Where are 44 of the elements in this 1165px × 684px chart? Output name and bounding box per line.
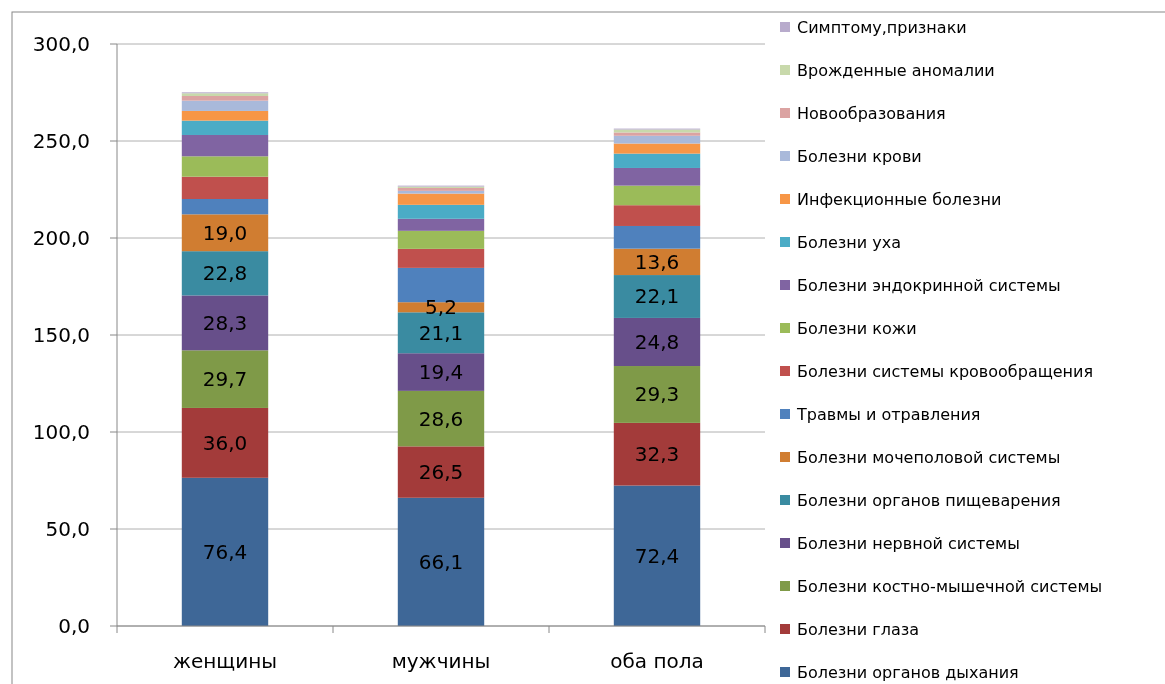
y-tick-label: 250,0 [32,129,90,153]
legend-label: Симптому,признаки [797,17,967,37]
legend-label: Инфекционные болезни [797,189,1002,209]
data-label: 28,3 [202,310,248,335]
data-label: 72,4 [634,543,680,568]
data-label: 66,1 [418,549,464,574]
legend-label: Болезни уха [797,232,902,252]
legend-label: Врожденные аномалии [797,60,995,80]
x-tick-label: женщины [172,649,278,673]
legend-label: Болезни системы кровообращения [797,361,1094,381]
legend-label: Болезни мочеполовой системы [797,447,1061,467]
y-tick-label: 100,0 [32,420,90,444]
y-tick-label: 300,0 [32,32,90,56]
data-label: 29,3 [634,382,680,407]
data-label: 5,2 [425,295,457,320]
legend-label: Болезни эндокринной системы [797,275,1061,295]
legend-label: Новообразования [797,103,946,123]
legend-label: Болезни органов дыхания [797,662,1019,682]
legend-label: Болезни крови [797,146,922,166]
legend-label: Болезни нервной системы [797,533,1020,553]
legend-label: Болезни костно-мышечной системы [797,576,1103,596]
data-label: 19,4 [418,360,464,385]
data-label: 29,7 [202,367,248,392]
data-label: 19,0 [202,220,248,245]
x-tick-label: оба пола [610,649,704,673]
legend-label: Болезни глаза [797,619,920,639]
data-label: 24,8 [634,329,680,354]
legend-label: Травмы и отравления [796,404,981,424]
data-label: 13,6 [634,249,680,274]
data-label: 36,0 [202,430,248,455]
y-tick-label: 150,0 [32,323,90,347]
data-label: 26,5 [418,460,464,485]
y-tick-label: 0,0 [58,614,90,638]
data-label: 28,6 [418,406,464,431]
data-label: 32,3 [634,442,680,467]
x-tick-label: мужчины [391,649,491,673]
data-label: 22,8 [202,261,248,286]
data-label: 76,4 [202,539,248,564]
data-label: 22,1 [634,284,680,309]
legend-label: Болезни кожи [797,318,917,338]
legend-label: Болезни органов пищеварения [797,490,1061,510]
y-tick-label: 50,0 [45,517,90,541]
y-tick-label: 200,0 [32,226,90,250]
data-label: 21,1 [418,320,464,345]
